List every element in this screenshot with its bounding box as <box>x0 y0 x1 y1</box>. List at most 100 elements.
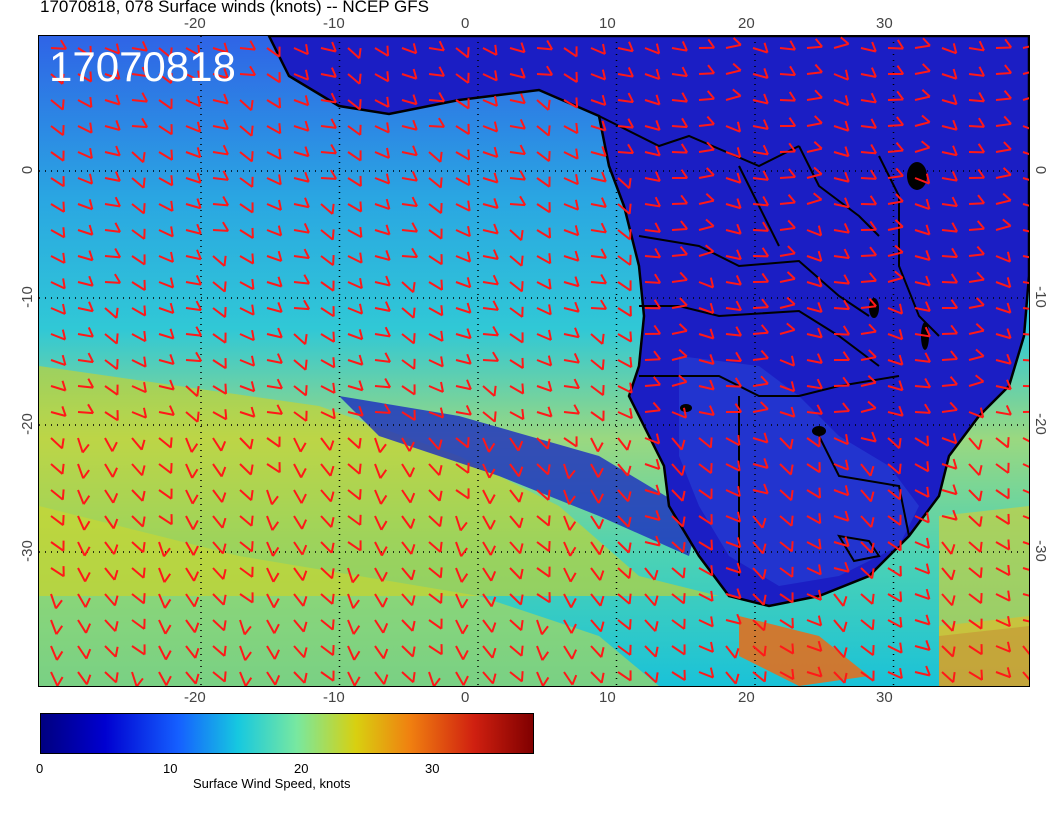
wind-barb <box>374 541 388 557</box>
wind-barb <box>590 593 605 607</box>
wind-barb <box>617 66 634 78</box>
wind-barb <box>1022 562 1029 574</box>
wind-barb <box>455 671 469 686</box>
wind-barb <box>293 437 307 453</box>
wind-barb <box>212 619 227 632</box>
wind-barb <box>347 619 361 635</box>
wind-barb <box>887 90 905 101</box>
wind-barb <box>968 245 985 257</box>
wind-barb <box>185 437 199 453</box>
wind-barb <box>617 644 632 656</box>
wind-barb <box>266 671 281 686</box>
wind-barb <box>1022 172 1029 184</box>
wind-barb <box>401 196 418 208</box>
wind-barb <box>77 326 94 338</box>
wind-barb <box>482 411 497 423</box>
wind-barb <box>374 567 388 582</box>
wind-barb <box>563 199 580 211</box>
wind-barb <box>779 271 796 283</box>
wind-barb <box>320 331 336 343</box>
wind-barb <box>158 541 171 558</box>
wind-barb <box>293 619 308 633</box>
wind-barb <box>293 299 311 311</box>
wind-barb <box>698 302 715 314</box>
wind-barb <box>536 671 550 686</box>
wind-barb <box>806 615 823 627</box>
wind-barb <box>968 40 985 52</box>
wind-barb <box>185 326 203 337</box>
wind-barb <box>455 488 470 500</box>
wind-barb <box>1022 223 1029 235</box>
wind-barb <box>212 255 227 267</box>
wind-barb <box>806 404 824 415</box>
wind-barb <box>833 171 850 183</box>
wind-barb <box>158 379 175 391</box>
wind-barb <box>698 192 715 205</box>
wind-barb <box>77 71 93 83</box>
wind-barb <box>995 488 1010 500</box>
wind-barb <box>941 593 956 607</box>
wind-barb <box>50 303 66 315</box>
wind-barb <box>239 202 254 214</box>
wind-barb <box>671 92 689 103</box>
wind-barb <box>671 515 686 528</box>
wind-barb <box>1022 645 1029 659</box>
wind-barb <box>428 279 444 291</box>
colorbar-svg <box>41 714 533 753</box>
wind-barb <box>212 409 228 421</box>
wind-barb <box>239 65 257 77</box>
wind-barb <box>644 593 659 607</box>
wind-barb <box>833 619 848 633</box>
wind-barb <box>563 352 580 364</box>
wind-barb <box>455 277 472 289</box>
wind-barb <box>239 304 255 316</box>
wind-barb <box>212 358 227 370</box>
wind-barb <box>698 616 714 628</box>
wind-barb <box>833 69 850 81</box>
wind-barb <box>509 619 524 631</box>
wind-barb <box>1022 300 1029 311</box>
wind-barb <box>995 141 1012 153</box>
wind-barb <box>968 374 985 387</box>
wind-barb <box>239 125 254 137</box>
wind-barb <box>50 99 65 111</box>
wind-barb <box>212 515 227 529</box>
wind-barb <box>671 194 689 205</box>
wind-barb <box>158 175 174 187</box>
wind-barb <box>374 377 392 389</box>
wind-barb <box>617 118 635 129</box>
wind-barb <box>212 93 229 105</box>
wind-barb <box>698 405 715 416</box>
wind-barb <box>77 437 90 454</box>
wind-barb <box>914 37 931 49</box>
wind-barb <box>50 329 67 341</box>
wind-barb <box>266 404 284 415</box>
wind-barb <box>50 176 65 188</box>
wind-barb <box>266 462 281 474</box>
wind-barb <box>860 323 877 335</box>
wind-barb <box>239 278 255 291</box>
wind-barb <box>509 515 524 529</box>
lon-tick-bottom: 30 <box>876 689 893 706</box>
wind-barb <box>401 619 416 632</box>
wind-barb <box>779 245 796 257</box>
wind-barb <box>1022 511 1029 523</box>
wind-barb <box>428 515 443 528</box>
wind-barb <box>833 459 850 471</box>
wind-barb <box>941 401 958 413</box>
wind-barb <box>563 378 580 390</box>
wind-barb <box>104 567 119 581</box>
wind-barb <box>590 248 608 259</box>
wind-barb <box>212 281 227 293</box>
wind-barb <box>968 567 983 579</box>
wind-barb <box>941 509 958 521</box>
lat-tick-left: -20 <box>19 413 36 435</box>
wind-barb <box>860 567 875 580</box>
wind-barb <box>347 201 363 213</box>
wind-barb <box>77 645 92 660</box>
wind-barb <box>1022 121 1029 133</box>
wind-barb <box>212 437 227 452</box>
wind-barb <box>293 95 310 107</box>
wind-barb <box>509 255 524 267</box>
wind-barb <box>914 614 931 626</box>
